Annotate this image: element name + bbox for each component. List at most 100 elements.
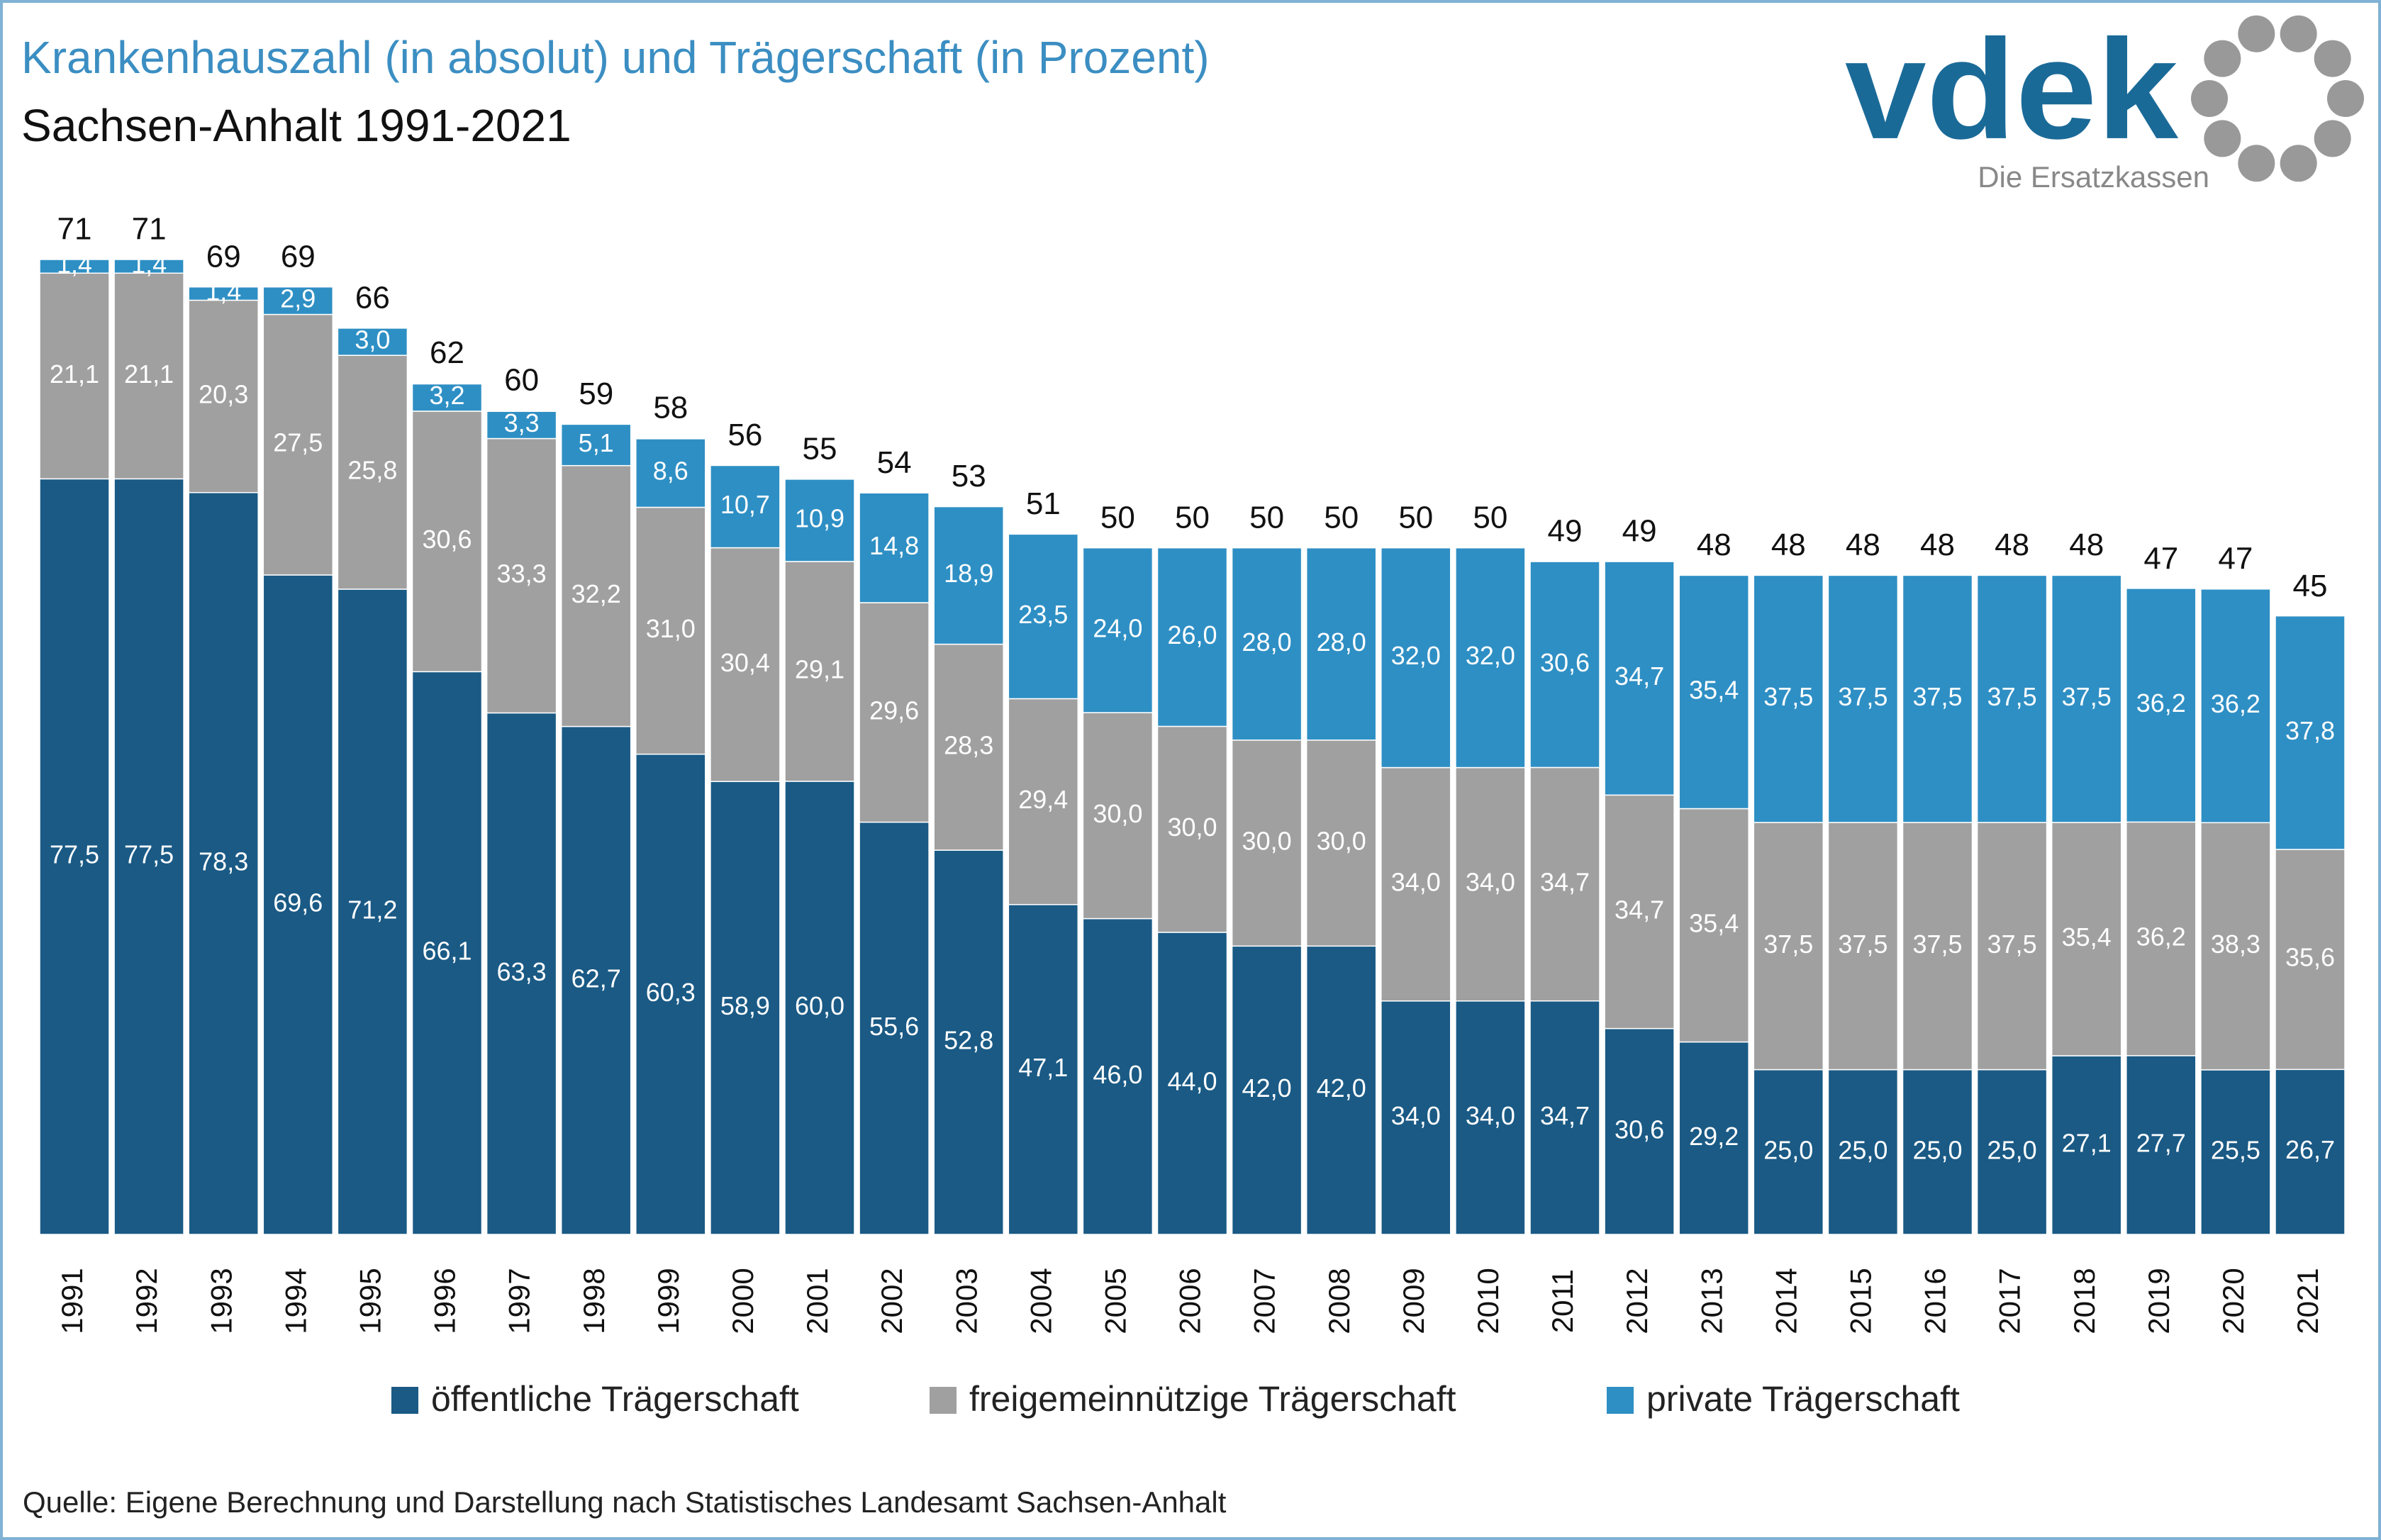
total-label: 49 [1622,514,1657,549]
segment-label: 55,6 [869,1012,919,1041]
segment-label: 5,1 [579,428,614,457]
legend-label: freigemeinnützige Trägerschaft [969,1379,1456,1419]
x-tick-label: 2012 [1620,1268,1654,1334]
total-label: 48 [1920,528,1955,562]
segment-label: 33,3 [497,559,547,588]
bar-segment [113,259,184,274]
bar-segment [1753,822,1824,1071]
x-tick-label: 2005 [1098,1268,1132,1334]
bar-segment [1976,822,2048,1071]
segment-label: 30,6 [1540,648,1590,677]
segment-label: 29,6 [869,696,919,725]
x-tick-label: 1997 [503,1268,536,1334]
segment-label: 30,6 [422,525,472,554]
total-label: 53 [952,459,986,493]
bar-segment [1604,1027,1675,1235]
logo-tagline: Die Ersatzkassen [1978,160,2209,194]
bar-segment [1529,561,1600,769]
logo-ring [2191,15,2364,182]
x-tick-label: 1998 [577,1268,610,1334]
x-tick-label: 1994 [279,1268,312,1334]
total-label: 69 [206,239,241,274]
segment-label: 36,2 [2136,922,2186,952]
x-tick-label: 1999 [652,1268,685,1334]
segment-label: 21,1 [50,359,99,389]
bar-segment [560,423,632,467]
logo-dot [2204,40,2241,77]
total-label: 48 [1846,528,1880,562]
bar-segment [933,643,1004,851]
segment-label: 35,4 [1689,675,1739,704]
segment-label: 2,9 [280,284,316,313]
segment-label: 32,2 [571,579,621,608]
segment-label: 34,7 [1540,868,1590,897]
segment-label: 38,3 [2211,930,2260,959]
x-tick-label: 1992 [130,1268,163,1334]
bar-segment [1305,547,1377,741]
bar-segment [2275,849,2346,1071]
bar-segment [1156,932,1228,1235]
bar-segment [1381,766,1451,1002]
segment-label: 21,1 [124,359,174,389]
bar-segment [1827,1068,1899,1235]
bar-segment [188,299,259,493]
bar-segment [1156,725,1228,933]
total-label: 47 [2143,541,2178,576]
segment-label: 44,0 [1167,1066,1217,1095]
bar-segment [1976,574,2048,823]
x-tick-label: 2002 [875,1268,908,1334]
segment-label: 25,5 [2211,1135,2260,1164]
segment-label: 35,4 [2062,922,2112,952]
segment-label: 34,7 [1615,895,1664,924]
chart-subtitle: Sachsen-Anhalt 1991-2021 [21,100,571,151]
x-tick-label: 2000 [726,1268,759,1334]
logo-dot [2238,15,2275,52]
bar-segment [784,781,855,1235]
total-label: 48 [1771,528,1806,562]
total-label: 56 [727,418,762,452]
source: Quelle: Eigene Berechnung und Darstellun… [23,1485,1227,1519]
segment-label: 37,5 [1763,930,1813,959]
bar-segment [1231,740,1303,947]
segment-label: 23,5 [1018,600,1068,629]
bar-segment [1008,533,1079,700]
segment-label: 35,6 [2285,943,2335,972]
legend-label: private Trägerschaft [1646,1379,1960,1419]
x-tick-label: 2008 [1322,1268,1356,1334]
segment-label: 37,5 [1763,682,1813,711]
bar-segment [1305,740,1377,947]
segment-label: 37,5 [1838,930,1887,959]
segment-label: 3,2 [429,381,464,410]
segment-label: 62,7 [571,964,621,993]
bar-segment [1082,917,1154,1235]
bar-segment [1827,822,1899,1071]
bar-segment [337,588,408,1235]
segment-label: 27,7 [2136,1128,2186,1157]
bar-segment [2275,1068,2346,1235]
segment-label: 1,4 [206,277,241,306]
segment-label: 77,5 [50,840,99,869]
bar-segment [1231,547,1303,741]
x-tick-label: 2020 [2216,1268,2250,1334]
segment-label: 42,0 [1242,1073,1292,1103]
segment-label: 25,8 [347,456,397,485]
total-label: 47 [2218,541,2253,576]
bar-segment [2126,588,2197,823]
bar-segment [1976,1068,2048,1235]
segment-label: 24,0 [1093,613,1142,642]
total-label: 48 [1697,528,1732,562]
segment-label: 35,4 [1689,909,1739,938]
total-label: 71 [132,212,167,247]
bar-segment [1827,574,1899,823]
segment-label: 37,5 [2062,682,2112,711]
bar-segment [2275,615,2346,850]
segment-label: 58,9 [720,991,770,1020]
total-label: 66 [355,280,390,315]
x-tick-label: 2013 [1695,1268,1728,1334]
x-tick-label: 2010 [1471,1268,1505,1334]
chart-title: Krankenhauszahl (in absolut) und Trägers… [21,32,1210,83]
segment-label: 18,9 [944,559,993,588]
x-tick-label: 2014 [1769,1268,1802,1334]
total-label: 60 [504,363,539,398]
